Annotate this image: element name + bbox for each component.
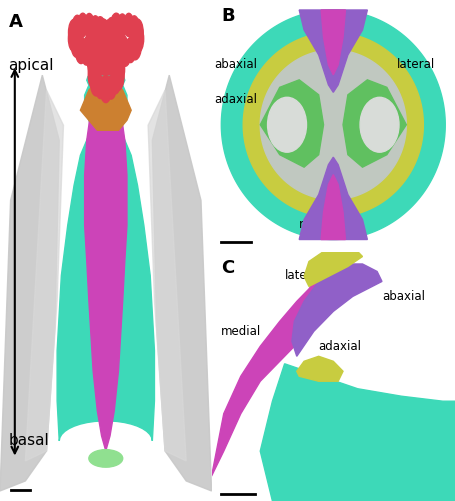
- Circle shape: [112, 49, 124, 78]
- Polygon shape: [260, 50, 406, 199]
- Polygon shape: [25, 90, 64, 461]
- Circle shape: [72, 15, 82, 40]
- Polygon shape: [343, 80, 406, 167]
- Polygon shape: [297, 356, 343, 381]
- Text: medial: medial: [299, 218, 339, 231]
- Text: basal: basal: [9, 433, 49, 448]
- Circle shape: [96, 76, 105, 99]
- Polygon shape: [304, 252, 363, 287]
- Polygon shape: [85, 85, 127, 451]
- Circle shape: [88, 49, 100, 77]
- Polygon shape: [321, 175, 345, 239]
- Text: lateral: lateral: [397, 59, 435, 71]
- Circle shape: [132, 25, 144, 53]
- Ellipse shape: [82, 25, 129, 75]
- Circle shape: [111, 61, 124, 91]
- Polygon shape: [81, 75, 131, 130]
- Circle shape: [94, 17, 106, 46]
- Circle shape: [88, 57, 98, 81]
- Circle shape: [106, 76, 116, 99]
- Polygon shape: [292, 264, 382, 356]
- Circle shape: [71, 33, 81, 57]
- Text: abaxial: abaxial: [382, 290, 425, 303]
- Circle shape: [89, 47, 100, 72]
- Circle shape: [115, 42, 126, 69]
- Polygon shape: [299, 10, 367, 92]
- Polygon shape: [221, 10, 445, 239]
- Text: adaxial: adaxial: [214, 93, 257, 106]
- Circle shape: [88, 63, 99, 89]
- Text: apical: apical: [9, 58, 54, 73]
- Circle shape: [132, 19, 143, 46]
- Circle shape: [112, 47, 122, 72]
- Polygon shape: [321, 10, 345, 75]
- Polygon shape: [299, 157, 367, 239]
- Polygon shape: [260, 364, 455, 501]
- Circle shape: [112, 54, 125, 84]
- Text: B: B: [221, 8, 235, 26]
- Polygon shape: [260, 80, 324, 167]
- Polygon shape: [57, 70, 154, 441]
- Text: lateral: lateral: [285, 269, 323, 282]
- Polygon shape: [148, 90, 186, 461]
- Circle shape: [101, 24, 111, 46]
- Circle shape: [111, 71, 120, 94]
- Circle shape: [76, 37, 87, 64]
- Text: C: C: [221, 259, 235, 277]
- Circle shape: [110, 13, 122, 42]
- Circle shape: [78, 13, 88, 37]
- Circle shape: [117, 14, 127, 37]
- Circle shape: [113, 46, 123, 69]
- Circle shape: [90, 16, 101, 40]
- Circle shape: [100, 76, 111, 103]
- Circle shape: [86, 43, 96, 68]
- Circle shape: [84, 14, 94, 37]
- Polygon shape: [212, 264, 338, 476]
- Polygon shape: [0, 75, 59, 491]
- Circle shape: [88, 45, 99, 70]
- Circle shape: [125, 38, 136, 63]
- Polygon shape: [243, 33, 423, 217]
- Circle shape: [81, 42, 91, 65]
- Circle shape: [129, 30, 142, 60]
- Polygon shape: [152, 75, 212, 491]
- Circle shape: [97, 19, 110, 49]
- Ellipse shape: [360, 97, 399, 152]
- Circle shape: [91, 69, 102, 96]
- Circle shape: [69, 20, 80, 46]
- Text: adaxial: adaxial: [318, 340, 362, 353]
- Text: medial: medial: [221, 325, 262, 338]
- Circle shape: [129, 16, 139, 39]
- Ellipse shape: [268, 97, 307, 152]
- Circle shape: [120, 41, 131, 66]
- Circle shape: [124, 14, 134, 37]
- Text: abaxial: abaxial: [214, 59, 257, 71]
- Circle shape: [68, 26, 79, 52]
- Circle shape: [102, 20, 114, 48]
- Text: A: A: [9, 13, 22, 31]
- Ellipse shape: [89, 450, 123, 467]
- Circle shape: [106, 18, 117, 45]
